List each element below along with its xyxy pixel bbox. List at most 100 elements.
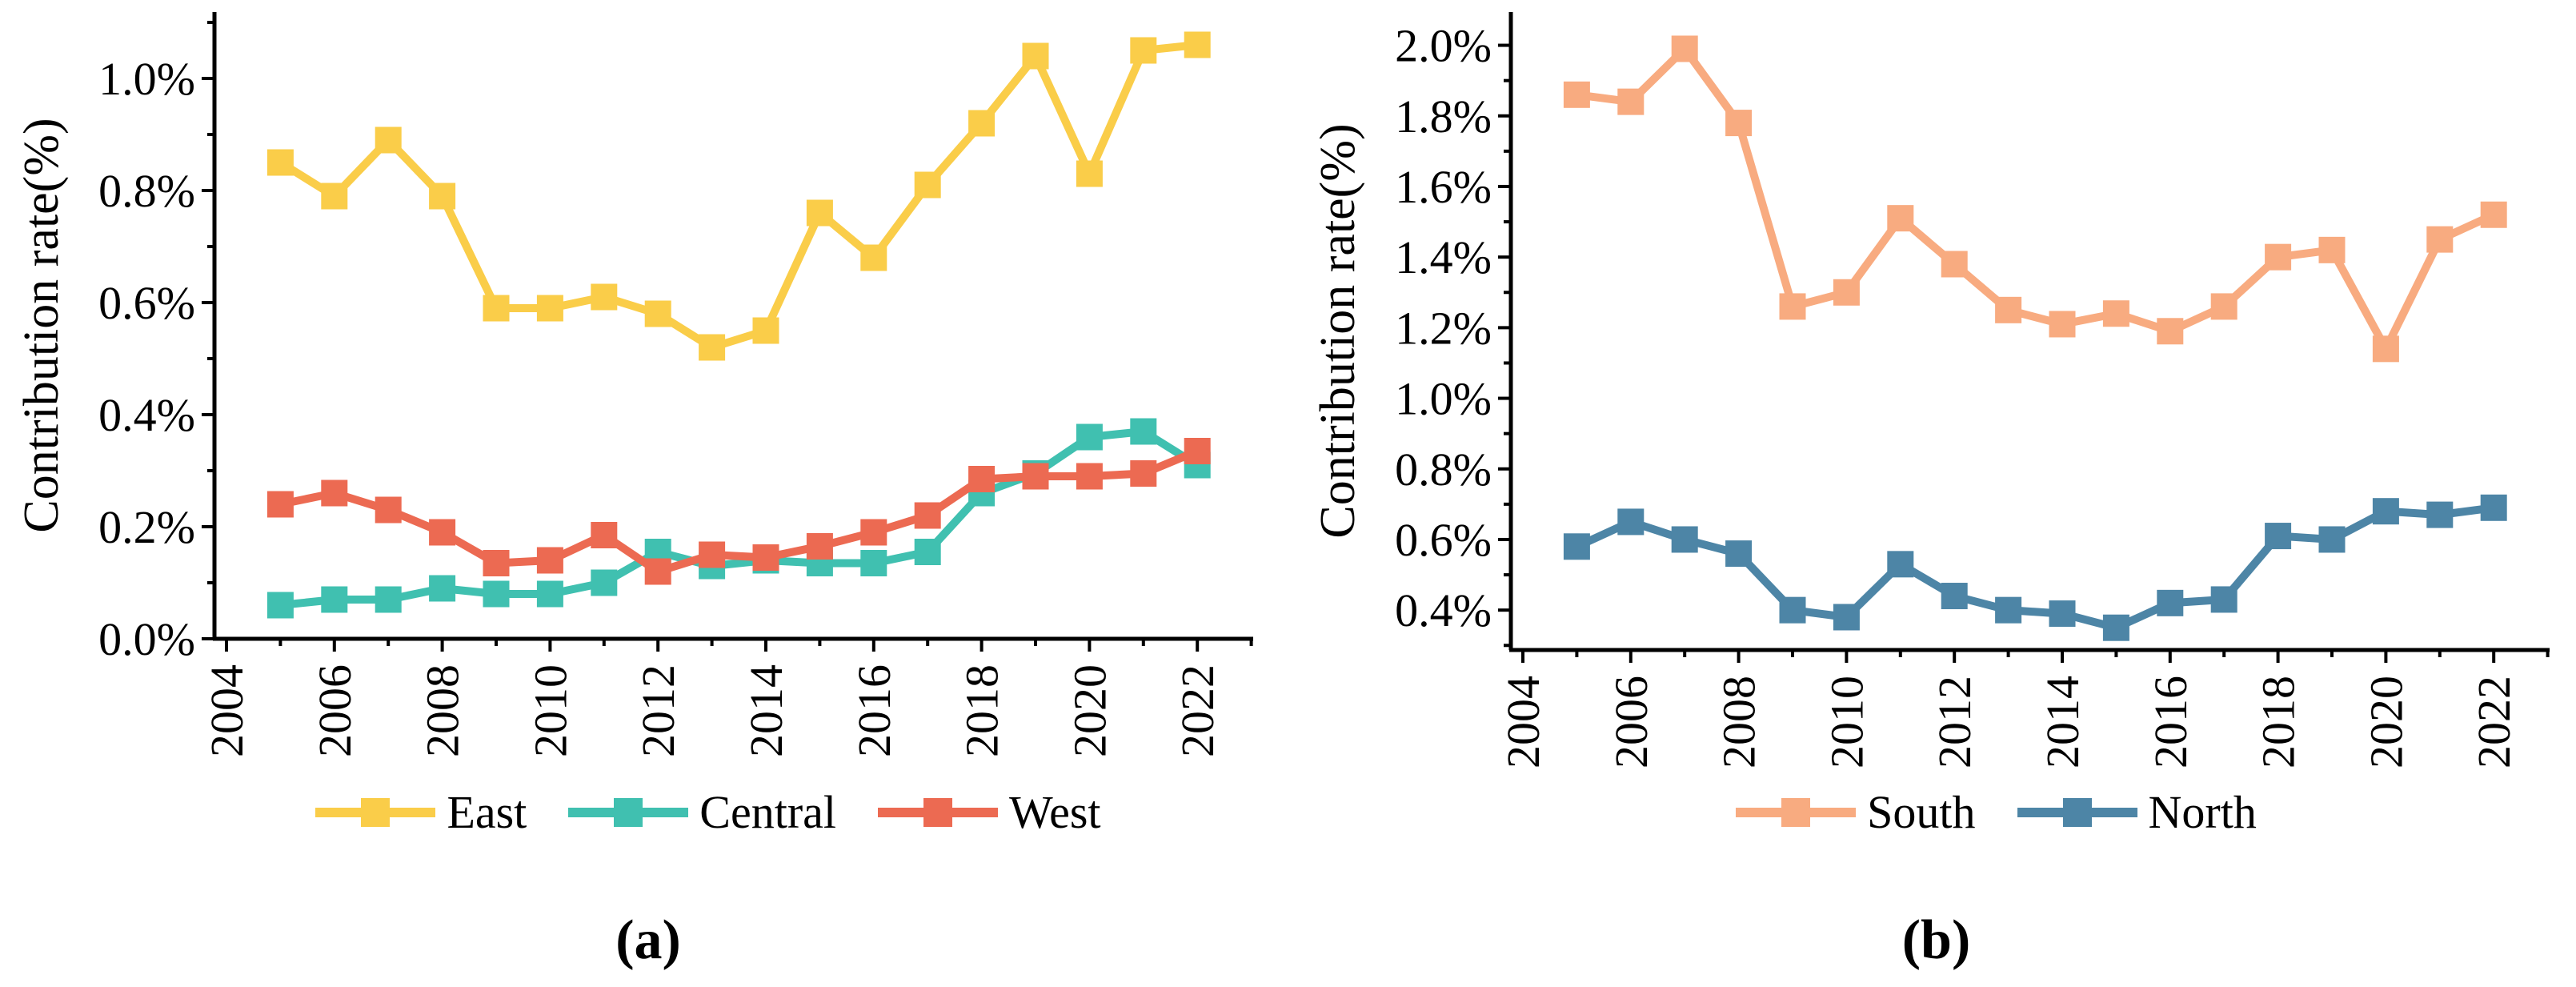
series-south-marker bbox=[1779, 293, 1806, 320]
series-east-marker bbox=[591, 283, 618, 311]
y-tick-label: 1.8% bbox=[1395, 90, 1492, 142]
panel-b: 2004 2006 2008 2010 2012 2014 2016 2018 2020 2022… bbox=[1296, 0, 2576, 987]
series-west-marker bbox=[1184, 438, 1211, 464]
legend-label: Central bbox=[699, 786, 837, 838]
x-tick-label: 2022 bbox=[1172, 664, 1224, 757]
series-north-marker bbox=[1995, 596, 2022, 624]
series-north-marker bbox=[2102, 614, 2129, 641]
x-tick-label: 2008 bbox=[417, 664, 469, 757]
series-south-marker bbox=[1671, 35, 1698, 62]
series-west-marker bbox=[536, 547, 563, 574]
series-west-marker bbox=[699, 541, 726, 568]
series-west-marker bbox=[429, 519, 456, 546]
series-north-marker bbox=[2480, 494, 2507, 521]
series-west-marker bbox=[591, 522, 618, 548]
series-south-marker bbox=[1617, 88, 1645, 115]
y-tick-label: 0.6% bbox=[1395, 514, 1492, 566]
series-north-marker bbox=[1563, 533, 1590, 560]
series-east-marker bbox=[914, 171, 941, 199]
series-west-line bbox=[279, 447, 1200, 576]
series-north-marker bbox=[2426, 501, 2454, 528]
series-north-marker bbox=[1617, 508, 1645, 536]
x-tick-label: 2008 bbox=[1713, 676, 1765, 768]
legend-item-west: West bbox=[878, 789, 1101, 836]
series-north-marker bbox=[2372, 498, 2399, 525]
series-west-marker bbox=[806, 533, 833, 560]
y-axis-title: Contribution rate(%) bbox=[1311, 123, 1365, 538]
y-tick-label: 0.8% bbox=[1395, 443, 1492, 496]
legend-label: South bbox=[1867, 786, 1976, 838]
series-east-marker bbox=[752, 317, 779, 344]
y-tick-label: 0.0% bbox=[98, 613, 195, 665]
series-east-marker bbox=[536, 295, 563, 322]
y-tick-label: 2.0% bbox=[1395, 20, 1492, 72]
y-axis-title: Contribution rate(%) bbox=[14, 118, 69, 532]
legend-square-icon bbox=[2062, 798, 2092, 827]
series-south-marker bbox=[1563, 81, 1590, 108]
series-east-marker bbox=[321, 183, 348, 210]
series-west-marker bbox=[1022, 463, 1049, 490]
legend-marker-west-icon bbox=[878, 797, 999, 828]
series-east-marker bbox=[429, 183, 456, 210]
x-tick-label: 2012 bbox=[632, 664, 684, 757]
chart-a-regions-east-central-west: 2004 2006 2008 2010 2012 2014 2016 2018 2020 2022… bbox=[14, 12, 1253, 757]
y-tick-label: 1.0% bbox=[1395, 373, 1492, 425]
series-east-marker bbox=[1130, 37, 1157, 64]
y-tick-label: 0.6% bbox=[98, 277, 195, 329]
legend-label: East bbox=[447, 786, 527, 838]
y-tick-label: 0.4% bbox=[98, 389, 195, 441]
series-south-marker bbox=[1995, 296, 2022, 323]
series-east-marker bbox=[1076, 160, 1103, 187]
series-central-marker bbox=[1130, 418, 1157, 445]
series-central-marker bbox=[591, 569, 618, 596]
y-tick-label: 1.2% bbox=[1395, 302, 1492, 354]
series-south-marker bbox=[1887, 205, 1914, 232]
series-central-marker bbox=[536, 580, 563, 608]
legend-marker-central-icon bbox=[568, 797, 689, 828]
series-south-marker bbox=[2210, 293, 2237, 320]
series-south-marker bbox=[2318, 236, 2346, 263]
x-tick-label: 2020 bbox=[2360, 676, 2412, 768]
legend-marker-south-icon bbox=[1736, 797, 1857, 828]
series-south-marker bbox=[1833, 279, 1860, 306]
series-west-marker bbox=[860, 519, 887, 546]
legend-label: North bbox=[2148, 786, 2257, 838]
series-south-marker bbox=[2049, 311, 2076, 338]
x-tick-label: 2006 bbox=[309, 664, 361, 757]
series-south-marker bbox=[1725, 110, 1753, 137]
series-east-marker bbox=[806, 199, 833, 227]
y-tick-label: 0.4% bbox=[1395, 584, 1492, 636]
series-north-marker bbox=[1941, 583, 1968, 610]
series-south-marker bbox=[2372, 335, 2399, 363]
x-tick-label: 2018 bbox=[2253, 676, 2305, 768]
series-south-marker bbox=[2157, 318, 2184, 345]
series-north bbox=[1563, 494, 2507, 641]
series-west-marker bbox=[914, 502, 941, 529]
legend-item-north: North bbox=[2017, 789, 2257, 836]
series-south-marker bbox=[2426, 226, 2454, 253]
series-north-marker bbox=[2049, 600, 2076, 628]
series-north-marker bbox=[2210, 586, 2237, 613]
x-tick-label: 2006 bbox=[1605, 676, 1657, 768]
series-east-marker bbox=[483, 295, 510, 322]
series-north-marker bbox=[1833, 604, 1860, 631]
x-tick-label: 2014 bbox=[2037, 676, 2089, 768]
legend-label: West bbox=[1009, 786, 1101, 838]
x-tick-label: 2010 bbox=[1821, 676, 1873, 768]
series-south-marker bbox=[2102, 300, 2129, 327]
legend-item-south: South bbox=[1736, 786, 1976, 838]
series-north-marker bbox=[1779, 596, 1806, 624]
series-central-marker bbox=[266, 592, 294, 619]
series-east-marker bbox=[266, 149, 294, 176]
series-central-marker bbox=[429, 575, 456, 602]
series-south-marker bbox=[1941, 251, 1968, 278]
x-tick-label: 2020 bbox=[1064, 664, 1116, 757]
series-west-marker bbox=[266, 491, 294, 518]
series-east-marker bbox=[860, 244, 887, 271]
x-tick-label: 2014 bbox=[740, 664, 792, 757]
series-west-marker bbox=[321, 479, 348, 507]
series-north-marker bbox=[2265, 523, 2292, 550]
series-central-marker bbox=[860, 550, 887, 576]
legend-b: South North bbox=[1296, 789, 2576, 836]
